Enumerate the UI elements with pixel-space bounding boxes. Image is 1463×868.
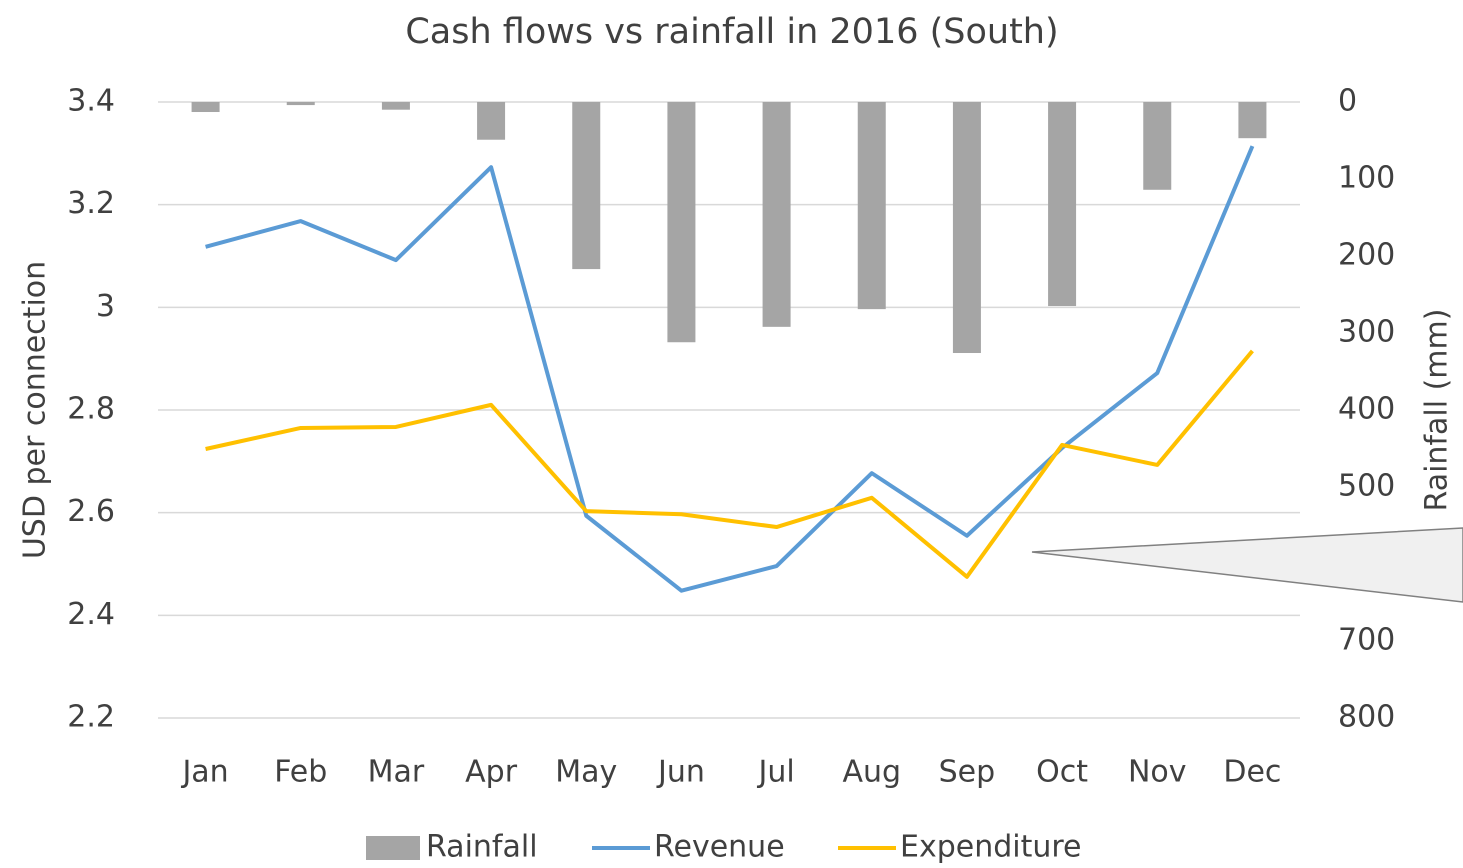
x-tick-label: Dec — [1223, 755, 1281, 790]
legend-swatch — [366, 836, 420, 860]
x-tick-label: May — [555, 755, 617, 790]
bar — [1143, 102, 1172, 190]
x-tick-label: Nov — [1128, 755, 1187, 790]
bar — [667, 102, 696, 343]
legend-label: Expenditure — [900, 830, 1082, 865]
bar — [952, 102, 981, 354]
y-tick-label: 2.4 — [67, 597, 115, 632]
line-series — [205, 349, 1254, 579]
y2-tick-label: 800 — [1338, 700, 1395, 735]
bar — [381, 102, 410, 110]
legend-label: Revenue — [654, 830, 785, 865]
legend-label: Rainfall — [426, 830, 538, 865]
x-tick-label: Oct — [1036, 755, 1088, 790]
bar — [191, 102, 220, 113]
y2-tick-label: 200 — [1338, 238, 1395, 273]
bar — [1238, 102, 1267, 139]
line-series — [205, 145, 1255, 593]
x-tick-label: Jan — [180, 755, 228, 790]
x-tick-label: Jun — [656, 755, 705, 790]
x-tick-label: Jul — [756, 755, 794, 790]
bar — [762, 102, 791, 327]
bar — [857, 102, 886, 310]
y2-tick-label: 300 — [1338, 315, 1395, 350]
x-tick-label: Feb — [274, 755, 327, 790]
y-tick-label: 3.4 — [67, 84, 115, 119]
y2-tick-label: 700 — [1338, 623, 1395, 658]
bar — [286, 102, 315, 106]
callout — [1031, 527, 1463, 603]
y-tick-label: 2.6 — [67, 494, 115, 529]
y2-tick-label: 100 — [1338, 161, 1395, 196]
y-tick-label: 3 — [96, 289, 115, 324]
y2-axis-label: Rainfall (mm) — [1420, 309, 1455, 512]
y-axis-label: USD per connection — [18, 261, 53, 559]
y2-tick-label: 0 — [1338, 84, 1357, 119]
bar — [1048, 102, 1077, 307]
x-tick-label: Aug — [842, 755, 901, 790]
x-tick-label: Apr — [465, 755, 518, 790]
x-tick-label: Sep — [939, 755, 996, 790]
y-tick-label: 2.2 — [67, 700, 115, 735]
bar — [477, 102, 506, 140]
y2-tick-label: 500 — [1338, 469, 1395, 504]
chart-title: Cash flows vs rainfall in 2016 (South) — [405, 12, 1058, 52]
y2-tick-label: 400 — [1338, 392, 1395, 427]
x-tick-label: Mar — [368, 755, 425, 790]
bar — [572, 102, 601, 270]
y-tick-label: 3.2 — [67, 186, 115, 221]
y-tick-label: 2.8 — [67, 392, 115, 427]
